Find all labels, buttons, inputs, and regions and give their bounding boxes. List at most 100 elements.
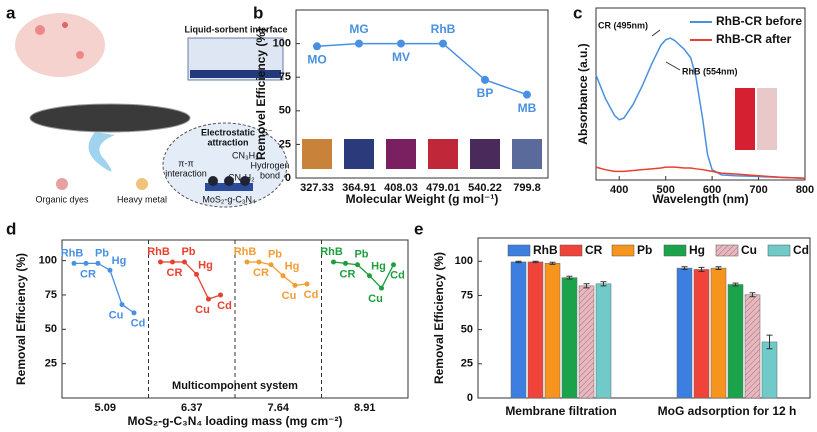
data-point — [170, 259, 175, 265]
schematic-label: S⁻ — [262, 127, 273, 137]
legend-swatch — [715, 244, 739, 257]
data-point — [331, 259, 336, 265]
point-label: RhB — [61, 247, 84, 259]
point-label: Pb — [268, 249, 282, 261]
bar — [595, 283, 612, 399]
dye-splash — [15, 13, 105, 77]
point-label: MG — [349, 22, 368, 36]
data-point — [292, 282, 298, 288]
data-point — [304, 281, 310, 287]
vial-photo — [302, 139, 332, 169]
data-point — [268, 262, 274, 268]
data-point — [206, 296, 211, 302]
mos2-icon — [208, 176, 218, 186]
y-tick-label: 75 — [45, 289, 57, 301]
point-label: Cu — [368, 293, 383, 305]
point-label: BP — [477, 86, 494, 100]
droplet — [62, 22, 68, 28]
schematic-label: Organic dyes — [35, 194, 89, 204]
y-tick-label: 75 — [279, 71, 291, 83]
annotation-leader — [651, 29, 661, 37]
schematic: a Liquid-sorbent interface Electrostatic… — [6, 3, 290, 208]
bar — [544, 263, 561, 399]
data-point — [367, 273, 372, 279]
data-point — [158, 259, 163, 265]
legend-label: RhB — [533, 243, 558, 257]
annotation: RhB (554nm) — [682, 66, 738, 76]
vial-photos — [302, 88, 777, 169]
error-bar — [515, 260, 522, 264]
plot-frame — [295, 9, 549, 179]
vial-photo — [470, 139, 500, 169]
error-bar — [732, 282, 739, 287]
y-tick-label: 25 — [279, 138, 291, 150]
bar — [510, 261, 527, 399]
schematic-label: CN₃H₂ — [232, 150, 259, 160]
legend-swatch — [611, 244, 635, 257]
note: Multicomponent system — [172, 380, 298, 392]
x-tick-label: MoG adsorption for 12 h — [658, 404, 797, 418]
data-point — [119, 302, 125, 308]
mos2-icon — [224, 176, 234, 186]
data-point — [355, 39, 363, 48]
y-tick-label: 50 — [45, 323, 57, 335]
y-tick-label: 75 — [461, 289, 473, 301]
schematic-label: Hydrogen — [250, 160, 289, 170]
x-axis-label: Wavelength (nm) — [652, 192, 748, 206]
data-point — [107, 267, 113, 273]
point-label: MV — [392, 50, 410, 64]
dye-icon — [56, 178, 68, 190]
data-point — [244, 259, 250, 265]
legend-swatch — [559, 244, 583, 257]
schematic-label: interaction — [165, 168, 207, 178]
mos2-icon — [205, 183, 253, 191]
x-tick-label: 799.8 — [513, 182, 541, 194]
panel-letter: b — [253, 3, 263, 22]
y-axis-label: Absorbance (a.u.) — [576, 43, 590, 144]
point-label: RhB — [320, 246, 343, 258]
x-tick-label: 600 — [703, 184, 721, 196]
x-tick-label: 500 — [656, 184, 674, 196]
water-splash — [88, 132, 115, 172]
legend-label: Hg — [689, 243, 705, 257]
point-label: Cu — [109, 309, 124, 321]
y-tick-label: 50 — [461, 324, 473, 336]
mos2-icon — [240, 176, 250, 186]
data-point — [439, 39, 447, 48]
point-label: Pb — [95, 247, 109, 259]
data-point — [481, 75, 489, 84]
y-axis-label: Removal Efficiency (%) — [432, 252, 446, 384]
x-tick-label: Membrane filtration — [505, 404, 616, 418]
error-bar — [600, 281, 607, 287]
plot-frame — [477, 237, 811, 399]
data-point — [218, 292, 223, 298]
schematic-label: attraction — [207, 137, 248, 147]
data-point — [194, 271, 199, 277]
point-label: CR — [340, 268, 356, 280]
data-line — [316, 42, 528, 96]
bar — [710, 267, 727, 399]
error-bar — [532, 260, 539, 264]
metal-icon — [136, 178, 148, 190]
y-tick-label: 100 — [455, 255, 473, 267]
error-bar — [681, 266, 688, 270]
x-axis-label: MoS₂-g-C₃N₄ loading mass (mg cm⁻²) — [128, 414, 343, 428]
point-label: Hg — [285, 261, 300, 273]
bar — [527, 261, 544, 399]
data-point — [355, 262, 360, 268]
point-label: RhB — [234, 246, 257, 258]
point-label: MO — [307, 52, 326, 66]
vial-photo — [386, 139, 416, 169]
data-point — [131, 310, 137, 316]
interface-layer — [190, 70, 281, 78]
x-tick-label: 364.91 — [342, 182, 376, 194]
bar — [676, 267, 693, 399]
data-point — [182, 259, 187, 265]
legend-label: Pb — [637, 243, 652, 257]
legend-swatch — [767, 244, 791, 257]
y-tick-label: 100 — [39, 255, 57, 267]
schematic-label: Electrostatic — [201, 127, 255, 137]
point-label: Cd — [131, 318, 146, 330]
x-tick-label: 540.22 — [468, 182, 502, 194]
